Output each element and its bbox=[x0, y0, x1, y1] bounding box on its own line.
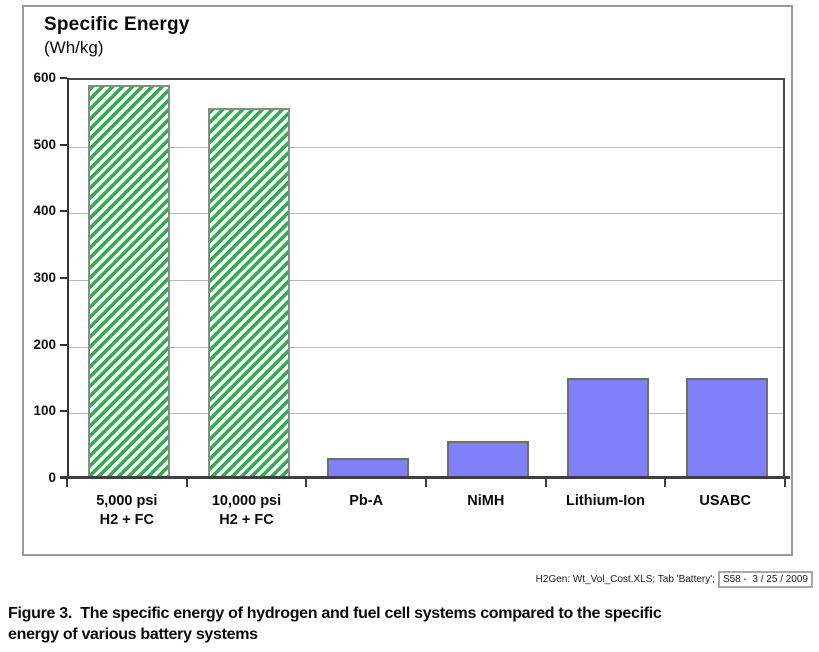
category-label-0: 5,000 psi H2 + FC bbox=[67, 492, 187, 530]
category-label-line: USABC bbox=[699, 493, 751, 509]
y-tick-label-300: 300 bbox=[33, 270, 56, 285]
y-tick-label-400: 400 bbox=[33, 203, 56, 219]
x-axis-line bbox=[60, 476, 790, 479]
x-tick-6 bbox=[784, 479, 786, 487]
gridline-300 bbox=[69, 280, 783, 281]
y-axis: 0 100 200 300 400 500 600 bbox=[0, 70, 60, 485]
gridline-500 bbox=[69, 146, 783, 148]
bar-5 bbox=[686, 378, 769, 478]
footer-source: H2Gen: Wt_Vol_Cost.XLS; Tab 'Battery'; S… bbox=[0, 571, 813, 588]
chart-units-label: (Wh/kg) bbox=[44, 38, 104, 57]
category-label-3: NiMH bbox=[426, 492, 546, 511]
gridline-200 bbox=[69, 346, 783, 348]
y-tick-mark-500 bbox=[60, 143, 67, 146]
y-tick-label-600: 600 bbox=[33, 70, 56, 85]
category-label-5: USABC bbox=[665, 492, 785, 511]
y-tick-label-100: 100 bbox=[33, 403, 56, 419]
figure-caption: Figure 3. The specific energy of hydroge… bbox=[8, 603, 813, 645]
bar-0 bbox=[87, 84, 170, 478]
y-tick-label-0: 0 bbox=[48, 470, 56, 485]
footer-stamp-box: S58 - 3 / 25 / 2009 bbox=[717, 571, 813, 588]
bar-3 bbox=[446, 441, 529, 478]
y-tick-label-500: 500 bbox=[33, 136, 56, 152]
x-tick-1 bbox=[185, 479, 188, 487]
x-tick-5 bbox=[664, 479, 667, 487]
y-tick-mark-100 bbox=[60, 410, 67, 413]
category-label-line: NiMH bbox=[467, 493, 505, 509]
plot-area bbox=[67, 78, 785, 478]
x-axis-labels: 5,000 psi H2 + FC 10,000 psi H2 + FC Pb-A NiM… bbox=[67, 492, 785, 536]
category-label-line: 10,000 psi bbox=[211, 493, 282, 509]
x-tick-0 bbox=[66, 479, 68, 487]
x-tick-3 bbox=[425, 479, 427, 487]
x-tick-4 bbox=[544, 479, 547, 487]
category-label-4: Lithium-Ion bbox=[546, 492, 666, 511]
figure-caption-line1: Figure 3. The specific energy of hydroge… bbox=[8, 605, 662, 622]
y-tick-mark-400 bbox=[60, 210, 67, 213]
category-label-line: Pb-A bbox=[349, 493, 384, 509]
bar-1 bbox=[207, 108, 290, 478]
y-tick-mark-300 bbox=[60, 277, 67, 279]
gridline-100 bbox=[69, 413, 783, 415]
category-label-line: Lithium-Ion bbox=[566, 493, 645, 509]
footer-source-text: H2Gen: Wt_Vol_Cost.XLS; Tab 'Battery'; bbox=[535, 574, 715, 585]
category-label-line: H2 + FC bbox=[99, 512, 155, 528]
bar-2 bbox=[327, 458, 410, 478]
category-label-line: H2 + FC bbox=[219, 512, 274, 528]
y-tick-mark-0 bbox=[60, 477, 67, 479]
x-tick-2 bbox=[305, 479, 308, 487]
chart-title: Specific Energy bbox=[44, 14, 190, 35]
y-tick-mark-200 bbox=[60, 343, 67, 346]
bar-4 bbox=[566, 378, 649, 478]
gridline-400 bbox=[69, 213, 783, 215]
category-label-1: 10,000 psi H2 + FC bbox=[187, 492, 307, 530]
category-label-line: 5,000 psi bbox=[96, 493, 158, 509]
y-tick-label-200: 200 bbox=[33, 336, 56, 352]
category-label-2: Pb-A bbox=[306, 492, 426, 511]
figure-caption-line2: energy of various battery systems bbox=[8, 626, 258, 643]
y-tick-mark-600 bbox=[60, 77, 67, 79]
